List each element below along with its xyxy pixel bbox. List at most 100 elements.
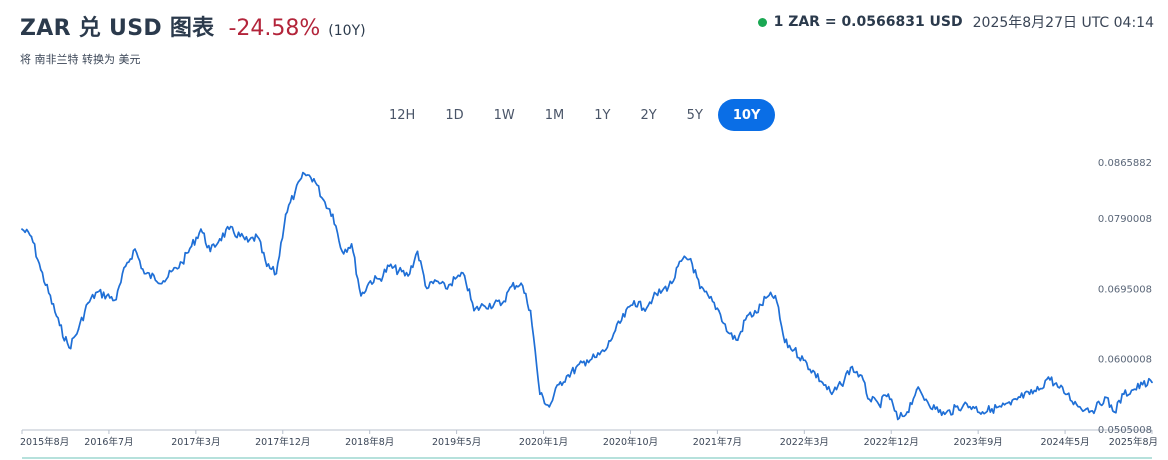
data-point bbox=[1141, 383, 1144, 386]
x-tick-label: 2024年5月 bbox=[1040, 436, 1089, 448]
data-point bbox=[482, 304, 485, 307]
data-point bbox=[1094, 408, 1097, 410]
data-point bbox=[77, 328, 80, 330]
data-point bbox=[633, 300, 635, 302]
data-point bbox=[124, 265, 127, 268]
data-point bbox=[426, 287, 428, 290]
page-title: ZAR 兑 USD 图表 bbox=[20, 16, 215, 41]
data-point bbox=[567, 374, 570, 376]
data-point bbox=[87, 302, 89, 305]
data-point bbox=[510, 285, 513, 288]
period-label: (10Y) bbox=[328, 23, 366, 39]
data-point bbox=[642, 307, 645, 310]
data-point bbox=[1028, 393, 1031, 396]
data-point bbox=[539, 393, 541, 396]
data-point bbox=[407, 275, 409, 277]
x-tick-label: 2020年1月 bbox=[519, 436, 568, 448]
data-point bbox=[228, 228, 231, 231]
data-point bbox=[699, 287, 701, 290]
data-point bbox=[256, 235, 259, 238]
data-point bbox=[765, 297, 767, 299]
data-point bbox=[915, 388, 918, 391]
data-point bbox=[313, 178, 315, 180]
data-point bbox=[680, 260, 683, 262]
data-point bbox=[1151, 381, 1153, 384]
range-tab-2y[interactable]: 2Y bbox=[640, 107, 657, 123]
data-point bbox=[981, 411, 984, 413]
data-point bbox=[360, 294, 362, 297]
data-point bbox=[878, 403, 880, 406]
data-point bbox=[774, 294, 777, 297]
data-point bbox=[463, 275, 466, 277]
x-tick-label: 2020年10月 bbox=[603, 436, 658, 448]
data-point bbox=[548, 405, 551, 408]
data-point bbox=[39, 269, 42, 271]
title-row: ZAR 兑 USD 图表 -24.58% (10Y) bbox=[20, 10, 366, 42]
data-point bbox=[143, 272, 146, 275]
percent-change: -24.58% bbox=[228, 16, 321, 41]
data-point bbox=[859, 374, 861, 376]
data-point bbox=[444, 287, 447, 290]
series-line bbox=[21, 171, 1153, 421]
range-tab-1y[interactable]: 1Y bbox=[594, 107, 611, 123]
data-point bbox=[840, 383, 843, 386]
x-tick-label: 2021年7月 bbox=[693, 436, 742, 448]
live-rate: 1 ZAR = 0.0566831 USD 2025年8月27日 UTC 04:… bbox=[757, 12, 1154, 32]
x-tick-label: 2022年12月 bbox=[864, 436, 919, 448]
data-point bbox=[265, 265, 268, 268]
range-tab-12h[interactable]: 12H bbox=[389, 107, 416, 123]
data-point bbox=[190, 245, 193, 248]
data-point bbox=[275, 272, 278, 275]
data-point bbox=[435, 280, 438, 282]
data-point bbox=[350, 243, 353, 245]
data-point bbox=[896, 418, 899, 421]
data-point bbox=[934, 408, 937, 410]
data-point bbox=[802, 359, 805, 362]
data-point bbox=[821, 381, 824, 384]
live-status-dot bbox=[757, 17, 767, 27]
data-point bbox=[652, 297, 654, 299]
data-point bbox=[595, 356, 598, 359]
data-point bbox=[21, 228, 23, 231]
x-tick-label: 2019年5月 bbox=[432, 436, 481, 448]
data-point bbox=[727, 331, 730, 334]
data-point bbox=[68, 346, 70, 349]
data-point bbox=[58, 324, 61, 327]
range-tab-1d[interactable]: 1D bbox=[445, 107, 464, 123]
data-point bbox=[115, 298, 118, 301]
data-point bbox=[200, 228, 202, 231]
data-point bbox=[1113, 411, 1116, 413]
rate-timestamp: 2025年8月27日 UTC 04:14 bbox=[972, 15, 1154, 31]
range-tab-1w[interactable]: 1W bbox=[493, 107, 515, 123]
y-tick-label: 0.0695008 bbox=[1098, 284, 1152, 295]
data-point bbox=[849, 366, 852, 369]
data-point bbox=[746, 314, 748, 317]
data-point bbox=[1085, 408, 1087, 410]
data-point bbox=[1066, 393, 1069, 396]
x-tick-label: 2025年8月 bbox=[1109, 436, 1158, 448]
range-tab-5y[interactable]: 5Y bbox=[686, 107, 703, 123]
data-point bbox=[943, 413, 946, 416]
data-point bbox=[473, 309, 475, 312]
data-point bbox=[1104, 396, 1106, 399]
exchange-rate-chart: 0.0865882 0.0790008 0.0695008 0.0600008 0.05… bbox=[20, 158, 1158, 459]
data-point bbox=[1047, 376, 1050, 379]
rate-value: 1 ZAR = 0.0566831 USD bbox=[773, 14, 963, 30]
x-tick-label: 2015年8月 bbox=[20, 436, 69, 448]
data-point bbox=[303, 172, 306, 175]
data-point bbox=[247, 240, 249, 243]
data-point bbox=[1056, 385, 1059, 388]
y-tick-label: 0.0505008 bbox=[1098, 425, 1152, 436]
data-point bbox=[586, 359, 588, 362]
data-point bbox=[30, 235, 33, 238]
data-point bbox=[209, 250, 212, 253]
x-tick-label: 2018年8月 bbox=[345, 436, 394, 448]
range-tab-10y[interactable]: 10Y bbox=[717, 99, 776, 131]
range-tab-1m[interactable]: 1M bbox=[544, 107, 565, 123]
data-point bbox=[1122, 393, 1125, 396]
data-point bbox=[736, 339, 739, 342]
x-tick-label: 2016年7月 bbox=[84, 436, 133, 448]
data-point bbox=[416, 250, 419, 253]
data-point bbox=[830, 393, 833, 396]
data-point bbox=[96, 291, 99, 293]
